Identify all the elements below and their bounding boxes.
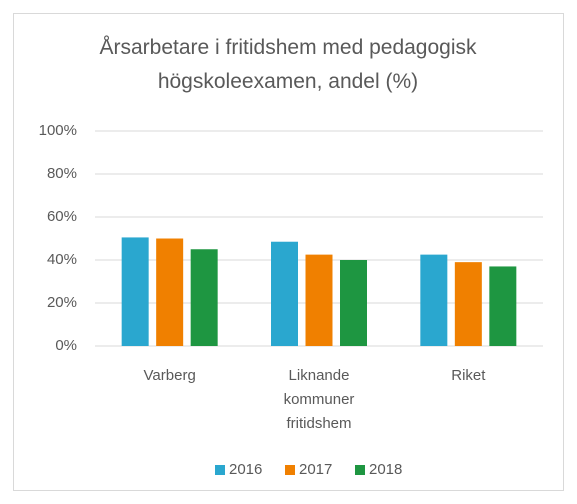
bar — [271, 241, 298, 346]
chart-title: Årsarbetare i fritidshem med pedagogisk h… — [99, 36, 477, 93]
bar — [340, 260, 367, 346]
bar — [420, 254, 448, 346]
bar — [190, 249, 218, 346]
legend-swatch — [215, 465, 225, 475]
y-tick-label: 0% — [55, 337, 77, 354]
bar — [454, 262, 482, 346]
y-tick-label: 40% — [47, 251, 77, 268]
y-tick-label: 80% — [47, 165, 77, 182]
bar — [121, 237, 149, 346]
y-tick-label: 100% — [39, 122, 77, 139]
legend-label: 2018 — [369, 461, 402, 478]
y-tick-label: 60% — [47, 208, 77, 225]
bar — [489, 266, 517, 346]
legend-label: 2016 — [229, 461, 262, 478]
legend-swatch — [355, 465, 365, 475]
y-tick-label: 20% — [47, 294, 77, 311]
x-tick-label: Liknande kommuner fritidshem — [284, 367, 355, 432]
bar — [305, 254, 333, 346]
legend-swatch — [285, 465, 295, 475]
x-tick-label: Riket — [451, 367, 486, 384]
bar — [156, 238, 184, 346]
x-tick-label: Varberg — [144, 367, 196, 384]
legend-label: 2017 — [299, 461, 332, 478]
